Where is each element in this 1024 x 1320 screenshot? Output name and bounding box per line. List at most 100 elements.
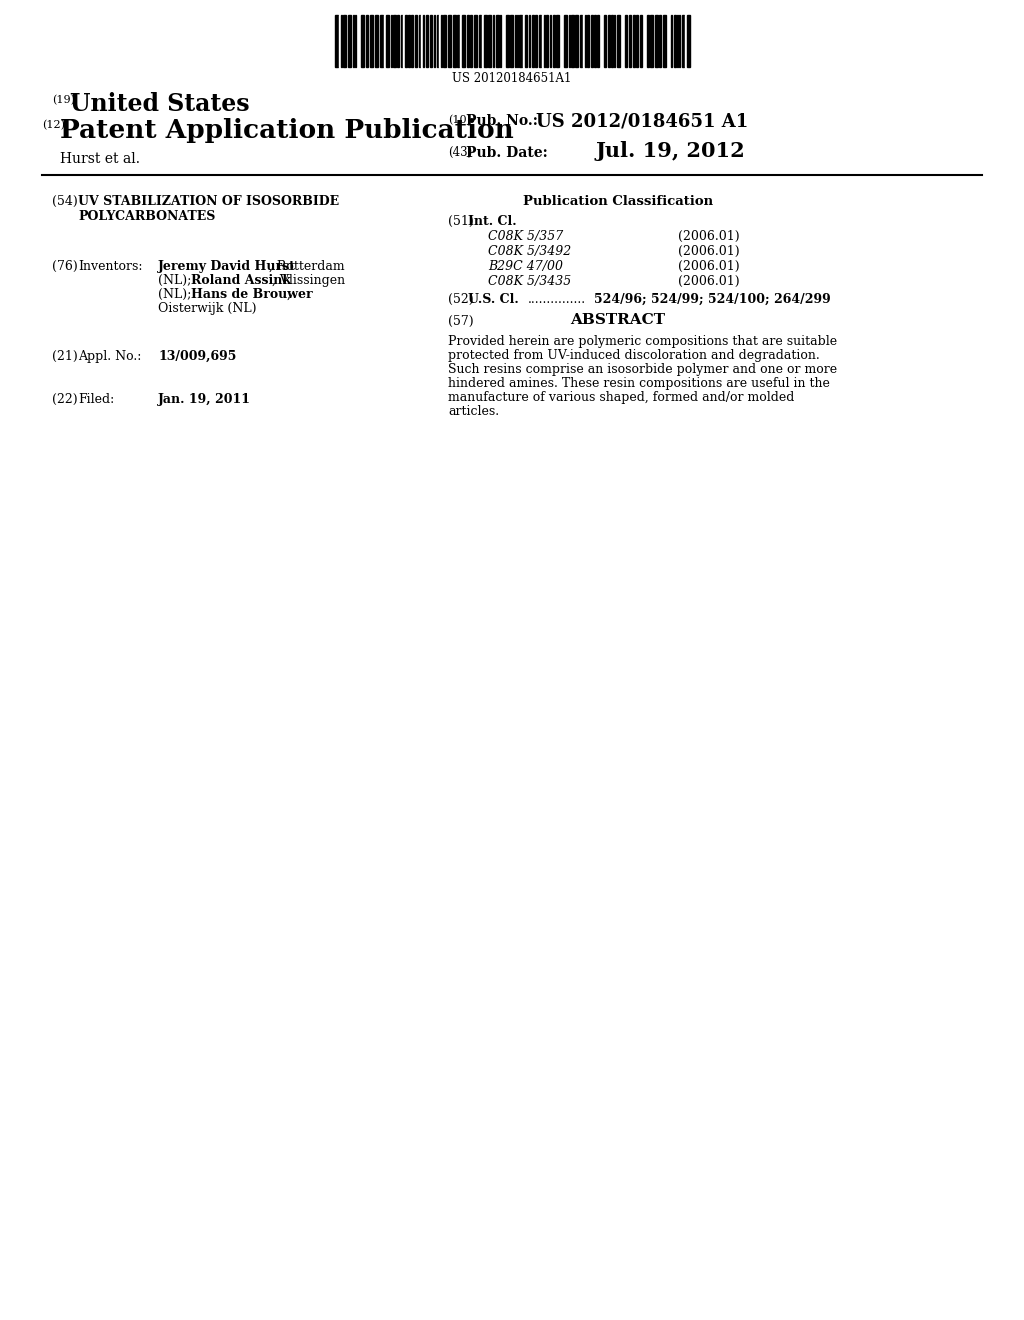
Text: Oisterwijk (NL): Oisterwijk (NL): [158, 302, 256, 315]
Bar: [636, 15, 638, 67]
Text: articles.: articles.: [449, 405, 499, 418]
Text: Filed:: Filed:: [78, 393, 115, 407]
Bar: [633, 15, 635, 67]
Text: U.S. Cl.: U.S. Cl.: [468, 293, 519, 306]
Text: Hurst et al.: Hurst et al.: [60, 152, 140, 166]
Text: Jul. 19, 2012: Jul. 19, 2012: [596, 141, 745, 161]
Text: , Vlissingen: , Vlissingen: [272, 275, 345, 286]
Bar: [384, 15, 386, 67]
Text: (43): (43): [449, 147, 472, 158]
Bar: [587, 15, 589, 67]
Text: Hans de Brouwer: Hans de Brouwer: [191, 288, 312, 301]
Bar: [687, 15, 690, 67]
Bar: [564, 15, 567, 67]
Text: C08K 5/357: C08K 5/357: [488, 230, 563, 243]
Text: B29C 47/00: B29C 47/00: [488, 260, 563, 273]
Bar: [625, 15, 627, 67]
Bar: [594, 15, 596, 67]
Bar: [415, 15, 417, 67]
Text: Pub. Date:: Pub. Date:: [466, 147, 548, 160]
Text: Pub. No.:: Pub. No.:: [466, 114, 538, 128]
Bar: [575, 15, 578, 67]
Bar: [426, 15, 428, 67]
Text: , Rotterdam: , Rotterdam: [269, 260, 345, 273]
Bar: [467, 15, 469, 67]
Bar: [506, 15, 509, 67]
Bar: [430, 15, 432, 67]
Bar: [523, 15, 525, 67]
Bar: [370, 15, 373, 67]
Bar: [366, 15, 368, 67]
Text: hindered amines. These resin compositions are useful in the: hindered amines. These resin composition…: [449, 378, 829, 389]
Bar: [457, 15, 459, 67]
Text: Inventors:: Inventors:: [78, 260, 142, 273]
Bar: [655, 15, 658, 67]
Bar: [553, 15, 555, 67]
Bar: [408, 15, 410, 67]
Text: Publication Classification: Publication Classification: [523, 195, 713, 209]
Bar: [611, 15, 613, 67]
Bar: [597, 15, 599, 67]
Bar: [343, 15, 346, 67]
Bar: [617, 15, 620, 67]
Text: (2006.01): (2006.01): [678, 246, 739, 257]
Bar: [608, 15, 610, 67]
Text: (2006.01): (2006.01): [678, 275, 739, 288]
Bar: [449, 15, 451, 67]
Text: C08K 5/3492: C08K 5/3492: [488, 246, 571, 257]
Bar: [393, 15, 396, 67]
Text: (2006.01): (2006.01): [678, 260, 739, 273]
Bar: [460, 15, 462, 67]
Bar: [640, 15, 642, 67]
Bar: [439, 15, 441, 67]
Bar: [685, 15, 687, 67]
Bar: [488, 15, 490, 67]
Text: Patent Application Publication: Patent Application Publication: [60, 117, 514, 143]
Bar: [443, 15, 446, 67]
Text: ABSTRACT: ABSTRACT: [570, 313, 666, 327]
Bar: [503, 15, 506, 67]
Bar: [406, 15, 407, 67]
Bar: [556, 15, 559, 67]
Bar: [539, 15, 541, 67]
Bar: [663, 15, 666, 67]
Bar: [650, 15, 653, 67]
Text: UV STABILIZATION OF ISOSORBIDE: UV STABILIZATION OF ISOSORBIDE: [78, 195, 339, 209]
Bar: [571, 15, 574, 67]
Bar: [519, 15, 522, 67]
Bar: [659, 15, 662, 67]
Bar: [339, 15, 341, 67]
Text: (54): (54): [52, 195, 78, 209]
Bar: [403, 15, 406, 67]
Bar: [470, 15, 472, 67]
Bar: [479, 15, 481, 67]
Text: Provided herein are polymeric compositions that are suitable: Provided herein are polymeric compositio…: [449, 335, 838, 348]
Text: C08K 5/3435: C08K 5/3435: [488, 275, 571, 288]
Text: ,: ,: [287, 288, 291, 301]
Bar: [604, 15, 606, 67]
Bar: [644, 15, 647, 67]
Bar: [542, 15, 544, 67]
Bar: [335, 15, 338, 67]
Bar: [622, 15, 625, 67]
Text: 524/96; 524/99; 524/100; 264/299: 524/96; 524/99; 524/100; 264/299: [594, 293, 830, 306]
Bar: [421, 15, 423, 67]
Text: (NL);: (NL);: [158, 275, 196, 286]
Text: ...............: ...............: [528, 293, 586, 306]
Bar: [525, 15, 527, 67]
Bar: [674, 15, 676, 67]
Bar: [496, 15, 499, 67]
Text: Roland Assink: Roland Assink: [191, 275, 291, 286]
Text: (2006.01): (2006.01): [678, 230, 739, 243]
Bar: [668, 15, 671, 67]
Bar: [474, 15, 477, 67]
Text: (51): (51): [449, 215, 474, 228]
Bar: [358, 15, 361, 67]
Bar: [510, 15, 513, 67]
Bar: [411, 15, 413, 67]
Bar: [535, 15, 537, 67]
Text: US 20120184651A1: US 20120184651A1: [453, 73, 571, 84]
Text: 13/009,695: 13/009,695: [158, 350, 237, 363]
Bar: [561, 15, 564, 67]
Text: (22): (22): [52, 393, 78, 407]
